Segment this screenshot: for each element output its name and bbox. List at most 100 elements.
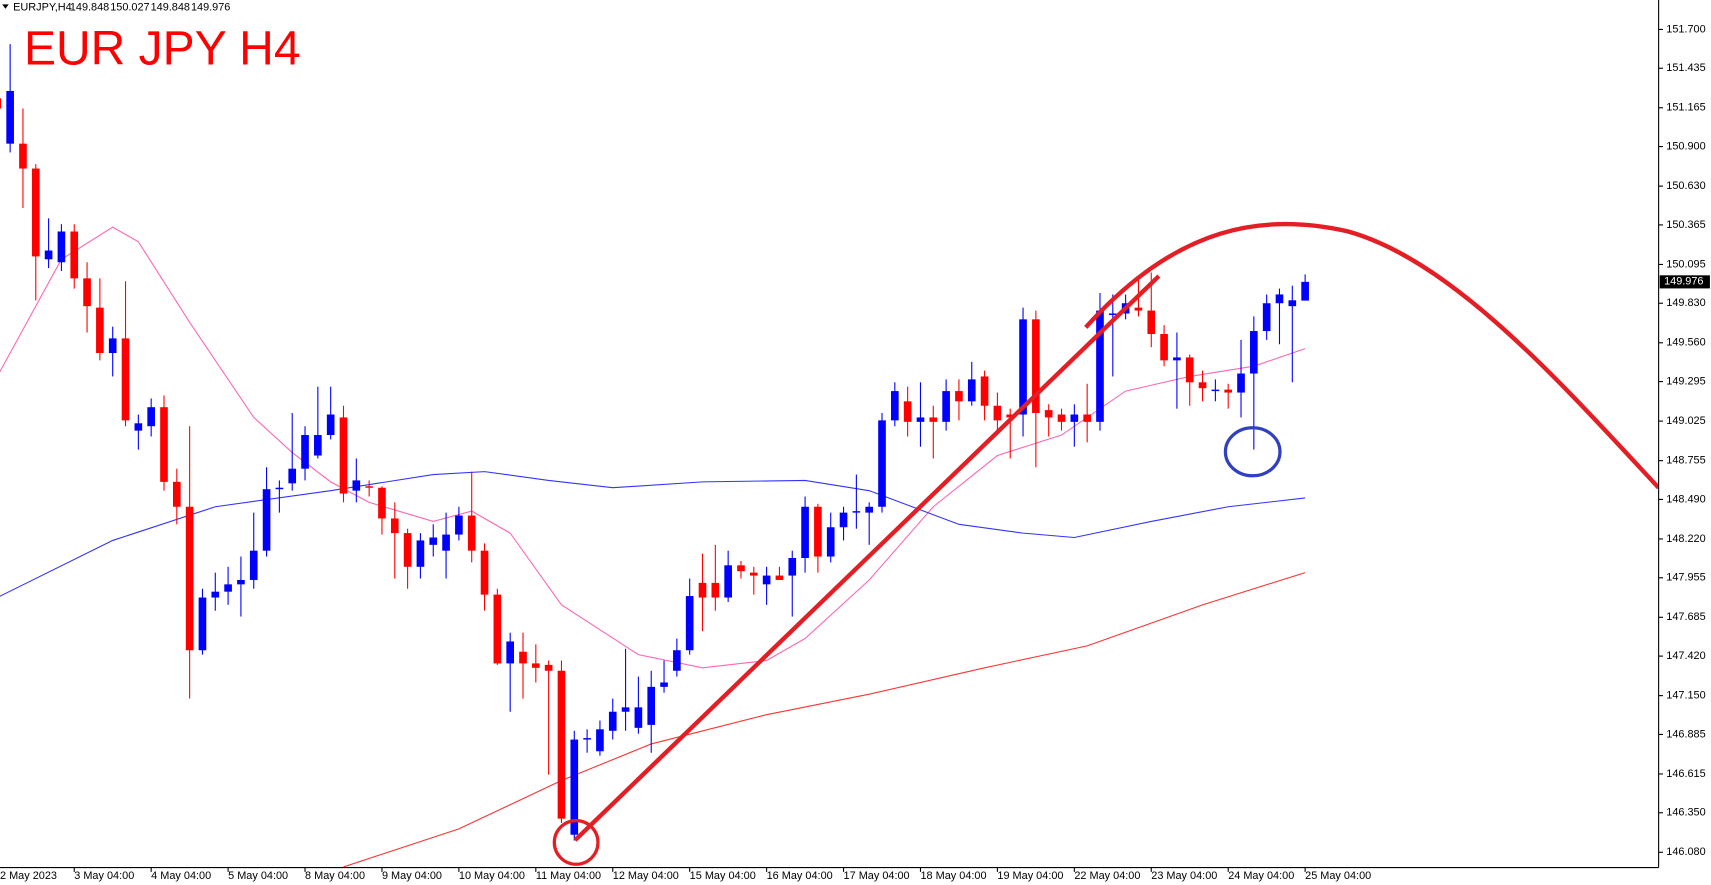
candle-body [1250,331,1258,374]
candle-body [583,738,591,740]
candle-body [1070,414,1079,422]
candle-body [865,506,874,513]
candle-body [429,537,438,545]
x-tick-label: 16 May 04:00 [767,870,833,882]
candle-body [493,594,502,664]
y-tick-label: 147.420 [1666,650,1705,662]
candle-body [1108,313,1117,315]
x-tick-label: 8 May 04:00 [305,870,365,882]
candle-body [314,435,322,456]
candle-body [1185,357,1194,383]
x-tick-label: 15 May 04:00 [690,870,756,882]
candle-body [685,596,694,651]
candle-body [147,407,155,427]
candle-body [621,707,630,712]
candle-body [775,575,784,580]
candle-body [839,512,848,528]
candle-body [57,231,66,263]
candle-body [275,487,284,490]
y-tick-label: 147.150 [1666,690,1705,702]
candle-body [1096,310,1104,422]
candle-body [634,707,643,728]
candle-body [1275,294,1284,304]
candle-body [480,550,489,595]
candle-body [96,307,104,354]
ohlc-close: 149.976 [191,2,230,14]
moving-average [0,471,1306,597]
candle-body [262,489,271,551]
candle-body [1173,357,1181,361]
ohlc-open: 149.848 [70,2,109,14]
x-tick-label: 25 May 04:00 [1305,870,1371,882]
candle-body [288,468,297,484]
candle-body [6,90,14,144]
ohlc-high: 150.027 [110,2,149,14]
candle-body [506,641,514,664]
current-price-box [1659,275,1710,289]
candle-body [1211,389,1220,392]
candle-body [83,278,91,307]
y-tick-label: 146.615 [1666,768,1705,780]
y-tick-label: 147.955 [1666,572,1705,584]
x-tick-label: 5 May 04:00 [228,870,288,882]
y-tick-label: 149.295 [1666,375,1705,387]
y-tick-label: 146.080 [1666,846,1705,858]
y-tick-label: 146.885 [1666,728,1705,740]
candle-body [249,550,258,580]
y-tick-label: 150.365 [1666,219,1705,231]
projection-curve [1084,221,1659,490]
candle-body [121,338,130,421]
candle-body [660,682,668,687]
x-tick-label: 19 May 04:00 [997,870,1063,882]
candle-body [1032,319,1040,414]
candle-body [980,376,989,406]
candle-body [326,414,335,436]
candle-body [749,572,758,576]
x-tick-label: 23 May 04:00 [1151,870,1217,882]
y-tick-label: 149.830 [1666,297,1705,309]
y-tick-label: 147.685 [1666,611,1705,623]
x-tick-label: 12 May 04:00 [613,870,679,882]
x-tick-label: 9 May 04:00 [382,870,442,882]
candle-body [0,98,2,109]
candle-body [378,487,386,519]
candle-body [416,540,425,567]
candle-body [211,591,220,598]
candle-body [1160,333,1168,361]
candle-body [1006,414,1015,418]
candle-body [1262,303,1271,332]
candle-body [826,527,835,557]
candle-body [237,579,245,585]
candle-body [955,391,963,402]
candle-body [134,423,143,431]
candle-body [801,506,809,559]
candle-body [737,565,745,572]
x-tick-label: 24 May 04:00 [1228,870,1294,882]
candle-body [198,597,207,651]
candle-body [1237,373,1245,393]
candle-body [878,420,886,507]
candle-body [916,417,925,422]
x-tick-label: 4 May 04:00 [151,870,211,882]
candle-body [172,481,181,507]
annotations [552,221,1659,866]
candle-body [1057,414,1066,422]
candle-body [852,511,861,513]
x-tick-label: 3 May 04:00 [74,870,134,882]
x-tick-label: 17 May 04:00 [844,870,910,882]
chart-title: EUR JPY H4 [24,22,301,75]
y-tick-label: 149.560 [1666,337,1705,349]
candle-body [1134,307,1143,311]
plot-area [0,44,1309,868]
candle-body [160,407,168,482]
current-price-label: 149.976 [1664,276,1703,288]
candle-body [44,250,53,260]
candle-body [1083,414,1091,422]
candle-body [1019,319,1027,415]
menu-arrow [2,4,9,9]
candle-body [339,417,348,494]
x-tick-label: 22 May 04:00 [1074,870,1140,882]
candle-body [185,506,194,651]
